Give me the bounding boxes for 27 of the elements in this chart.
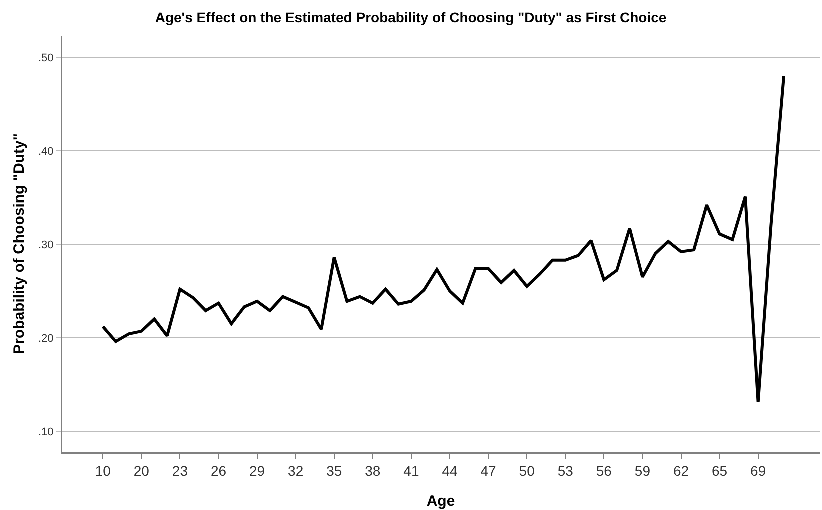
x-tick-label: 62 [673,462,690,479]
x-tick-label: 50 [519,462,536,479]
x-tick-label: 35 [326,462,342,479]
x-tick-label: 32 [288,462,304,479]
x-axis-title: Age [426,493,456,510]
x-tick-label: 59 [634,462,651,479]
y-tick-label: .50 [38,52,54,64]
x-tick-label: 29 [249,462,266,479]
x-tick-label: 41 [404,462,420,479]
x-tick-label: 65 [712,462,728,479]
chart-title: Age's Effect on the Estimated Probability of Choosing "Duty" as First Choice [155,10,667,26]
x-tick-label: 26 [210,462,227,479]
x-tick-label: 38 [365,462,381,479]
x-tick-label: 20 [134,462,150,479]
x-tick-label: 47 [480,462,497,479]
x-tick-label: 10 [95,462,112,479]
y-tick-label: .10 [38,426,54,438]
x-tick-label: 53 [558,462,574,479]
x-tick-label: 56 [596,462,612,479]
x-tick-label: 44 [442,462,458,479]
y-tick-label: .20 [38,332,54,345]
line-series [102,74,786,404]
y-tick-label: .40 [38,146,54,158]
x-tick-label: 69 [750,462,766,479]
x-tick-label: 23 [172,462,188,479]
y-axis-title: Probability of Choosing "Duty" [10,134,28,354]
y-tick-label: .30 [38,239,54,252]
